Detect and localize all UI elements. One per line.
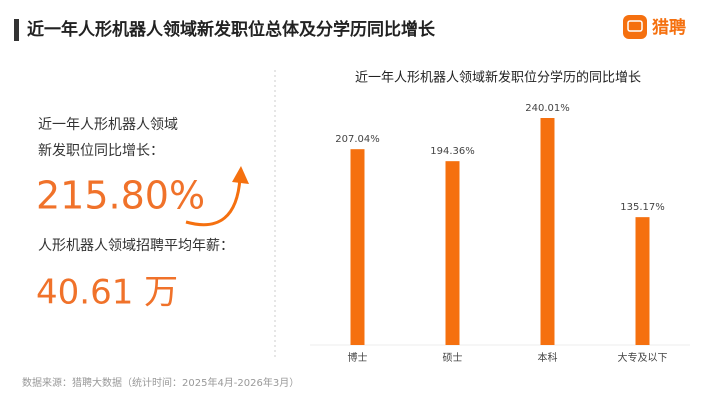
growth-label: 近一年人形机器人领域 xyxy=(38,117,178,133)
value-label: 207.04% xyxy=(335,134,380,145)
salary-value: 40.61 万 xyxy=(36,273,178,313)
logo-icon-mark xyxy=(627,20,643,32)
salary-label: 人形机器人领域招聘平均年薪： xyxy=(38,238,234,254)
x-tick-label: 博士 xyxy=(348,351,368,364)
title-bar xyxy=(14,19,19,41)
growth-value: 215.80% xyxy=(36,174,205,218)
value-label: 194.36% xyxy=(430,146,475,157)
x-tick-label: 大专及以下 xyxy=(618,351,668,364)
arrow xyxy=(185,177,242,227)
bar xyxy=(540,118,555,345)
source: 数据来源：猎聘大数据（统计时间：2025年4月-2026年3月） xyxy=(22,376,299,389)
bar xyxy=(350,149,365,345)
value-label: 135.17% xyxy=(620,202,665,213)
logo-text: 猎聘 xyxy=(652,17,686,38)
chart-title: 近一年人形机器人领域新发职位分学历的同比增长 xyxy=(355,70,641,86)
x-tick-label: 本科 xyxy=(538,351,558,364)
logo: 猎聘 xyxy=(623,15,686,39)
growth-label: 新发职位同比增长： xyxy=(38,143,164,159)
bar xyxy=(635,217,650,345)
value-label: 240.01% xyxy=(525,103,570,114)
x-tick-label: 硕士 xyxy=(443,351,463,364)
logo-icon xyxy=(623,15,647,39)
bar xyxy=(445,161,460,345)
page-title: 近一年人形机器人领域新发职位总体及分学历同比增长 xyxy=(27,19,436,40)
arrow-head xyxy=(232,166,249,184)
